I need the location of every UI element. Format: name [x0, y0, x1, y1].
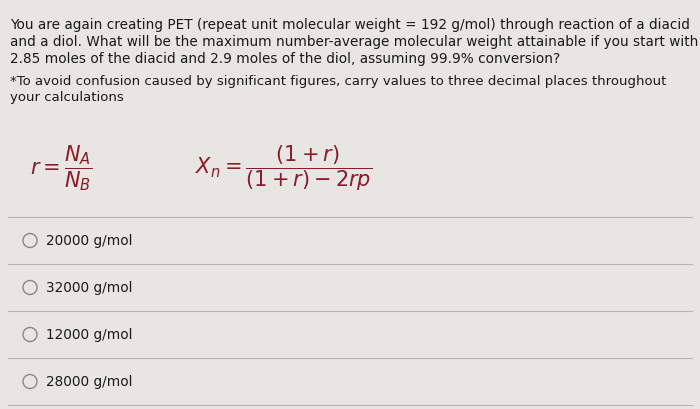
Text: $r = \dfrac{N_A}{N_B}$: $r = \dfrac{N_A}{N_B}$: [30, 143, 92, 192]
Text: 28000 g/mol: 28000 g/mol: [46, 375, 132, 389]
Text: You are again creating PET (repeat unit molecular weight = 192 g/mol) through re: You are again creating PET (repeat unit …: [10, 18, 690, 32]
Text: $X_n = \dfrac{(1+r)}{(1+r)-2rp}$: $X_n = \dfrac{(1+r)}{(1+r)-2rp}$: [195, 143, 372, 192]
Text: 20000 g/mol: 20000 g/mol: [46, 234, 132, 248]
Text: 32000 g/mol: 32000 g/mol: [46, 281, 132, 295]
Text: *To avoid confusion caused by significant figures, carry values to three decimal: *To avoid confusion caused by significan…: [10, 75, 666, 88]
Text: your calculations: your calculations: [10, 91, 124, 104]
Text: and a diol. What will be the maximum number-average molecular weight attainable : and a diol. What will be the maximum num…: [10, 35, 699, 49]
Text: 2.85 moles of the diacid and 2.9 moles of the diol, assuming 99.9% conversion?: 2.85 moles of the diacid and 2.9 moles o…: [10, 52, 560, 66]
Text: 12000 g/mol: 12000 g/mol: [46, 328, 132, 342]
